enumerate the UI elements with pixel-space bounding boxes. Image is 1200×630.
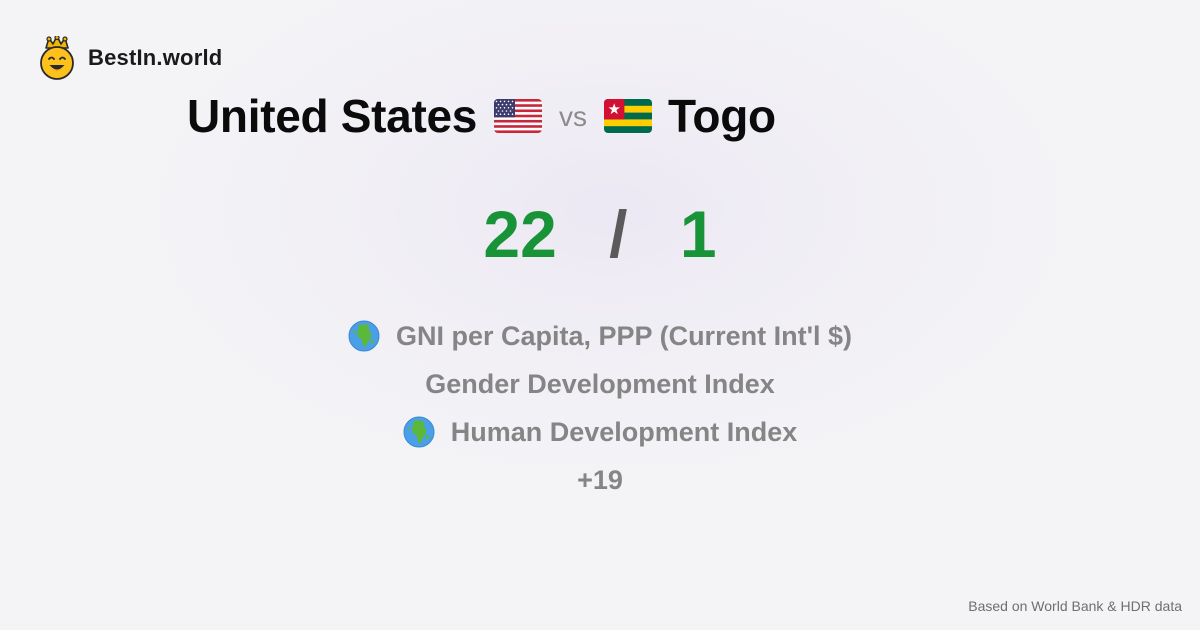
- globe-africa-icon: [403, 416, 435, 448]
- metric-label: Human Development Index: [450, 416, 798, 447]
- metrics-list: GNI per Capita, PPP (Current Int'l $) Ge…: [0, 312, 1200, 504]
- metric-item[interactable]: Gender Development Index: [0, 360, 1200, 408]
- score-country-b: 1: [679, 197, 717, 271]
- comparison-title: United States vs Togo: [187, 84, 776, 148]
- crowned-smiley-icon: [40, 36, 74, 80]
- score: 22 / 1: [0, 194, 1200, 274]
- brand-name: BestIn.world: [88, 45, 223, 70]
- more-metrics-count[interactable]: +19: [577, 464, 623, 495]
- metric-label: Gender Development Index: [425, 368, 775, 399]
- us-flag-icon: [494, 99, 543, 133]
- vs-label: vs: [559, 101, 588, 132]
- metric-item[interactable]: GNI per Capita, PPP (Current Int'l $): [0, 312, 1200, 360]
- country-a-name[interactable]: United States: [187, 90, 478, 142]
- globe-africa-icon: [348, 320, 380, 352]
- brand[interactable]: BestIn.world: [38, 36, 222, 80]
- score-separator: /: [609, 197, 628, 271]
- togo-flag-icon: [604, 99, 653, 133]
- metric-label: GNI per Capita, PPP (Current Int'l $): [396, 320, 852, 351]
- metric-item[interactable]: Human Development Index: [0, 408, 1200, 456]
- country-b-name[interactable]: Togo: [668, 90, 776, 142]
- score-country-a: 22: [483, 197, 557, 271]
- data-source-note: Based on World Bank & HDR data: [968, 598, 1182, 614]
